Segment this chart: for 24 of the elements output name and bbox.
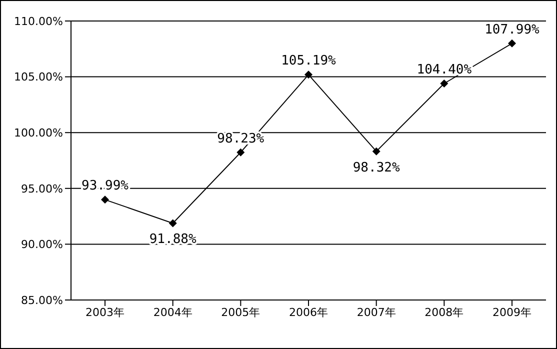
y-tick-label: 105.00% xyxy=(14,70,63,84)
point xyxy=(440,79,448,88)
point xyxy=(508,39,516,48)
x-tick-label: 2003年 xyxy=(86,306,124,319)
y-tick-label: 95.00% xyxy=(21,182,63,196)
x-tick-label: 2007年 xyxy=(356,306,396,319)
point xyxy=(236,148,245,156)
data-label: 91.88% xyxy=(149,232,196,248)
x-tick-label: 2008年 xyxy=(424,306,464,319)
y-tick-label: 100.00% xyxy=(14,126,63,140)
data-label: 107.99% xyxy=(484,22,540,38)
point xyxy=(304,70,312,79)
point xyxy=(372,147,380,156)
x-tick-label: 2009年 xyxy=(492,306,532,319)
y-tick-label: 90.00% xyxy=(21,238,63,252)
x-tick-label: 2006年 xyxy=(289,306,328,319)
y-tick-label: 85.00% xyxy=(21,294,63,307)
y-tick-label: 110.00% xyxy=(14,14,63,28)
point xyxy=(101,196,109,204)
data-label: 105.19% xyxy=(281,54,336,69)
x-tick-label: 2005年 xyxy=(221,306,260,319)
x-tick-label: 2004年 xyxy=(153,306,192,319)
point xyxy=(168,219,177,228)
data-label: 98.32% xyxy=(352,160,400,176)
